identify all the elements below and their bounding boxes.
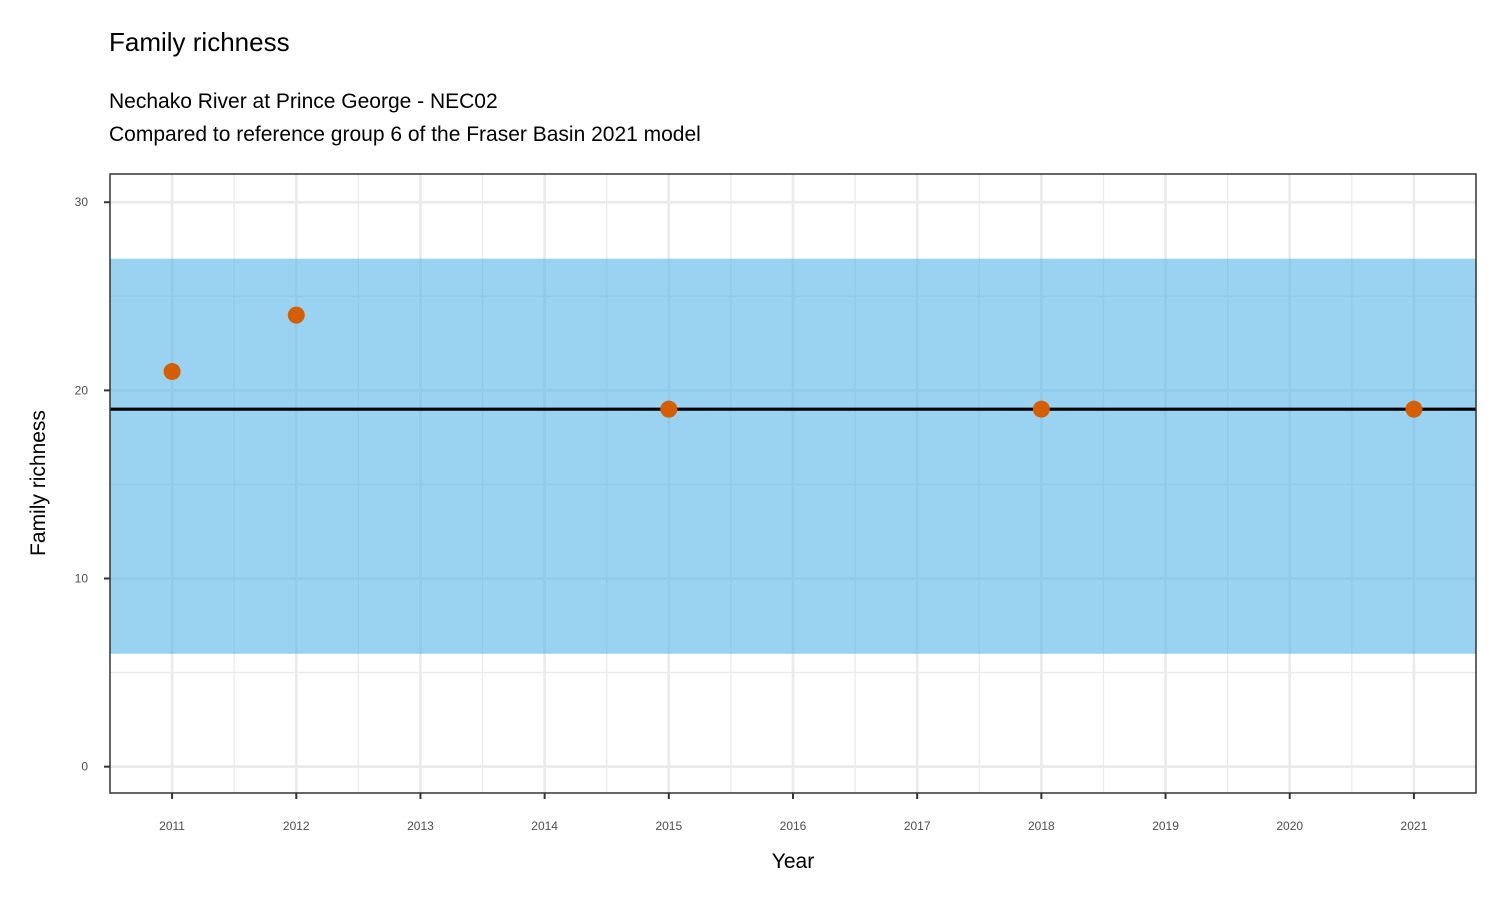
reference-band	[110, 258, 1476, 654]
y-tick-label: 0	[81, 760, 88, 774]
x-tick-label: 2020	[1276, 819, 1303, 833]
y-axis-title: Family richness	[27, 410, 50, 556]
y-tick-label: 30	[75, 195, 89, 209]
chart-title: Family richness	[109, 27, 290, 57]
x-tick-label: 2019	[1152, 819, 1179, 833]
data-point	[163, 363, 181, 381]
x-tick-label: 2011	[159, 819, 185, 833]
data-point	[1405, 400, 1423, 418]
x-tick-label: 2018	[1028, 819, 1055, 833]
chart-subtitle-1: Nechako River at Prince George - NEC02	[109, 90, 498, 113]
data-point	[660, 400, 678, 418]
plot-panel: 2011 2012 2013 2014 2015 2016 2017 2018 2019 2020…	[75, 173, 1477, 833]
chart-subtitle-2: Compared to reference group 6 of the Fra…	[109, 123, 701, 146]
x-tick-label: 2012	[283, 819, 310, 833]
x-tick-label: 2017	[904, 819, 931, 833]
x-tick-label: 2016	[780, 819, 807, 833]
y-tick-label: 20	[75, 383, 89, 397]
x-axis-title: Year	[772, 850, 814, 873]
x-tick-label: 2013	[407, 819, 434, 833]
y-tick-label: 10	[75, 572, 89, 586]
x-tick-label: 2015	[655, 819, 682, 833]
data-point	[1032, 400, 1050, 418]
x-tick-label: 2014	[531, 819, 558, 833]
data-point	[287, 306, 305, 324]
x-tick-label: 2021	[1401, 819, 1428, 833]
